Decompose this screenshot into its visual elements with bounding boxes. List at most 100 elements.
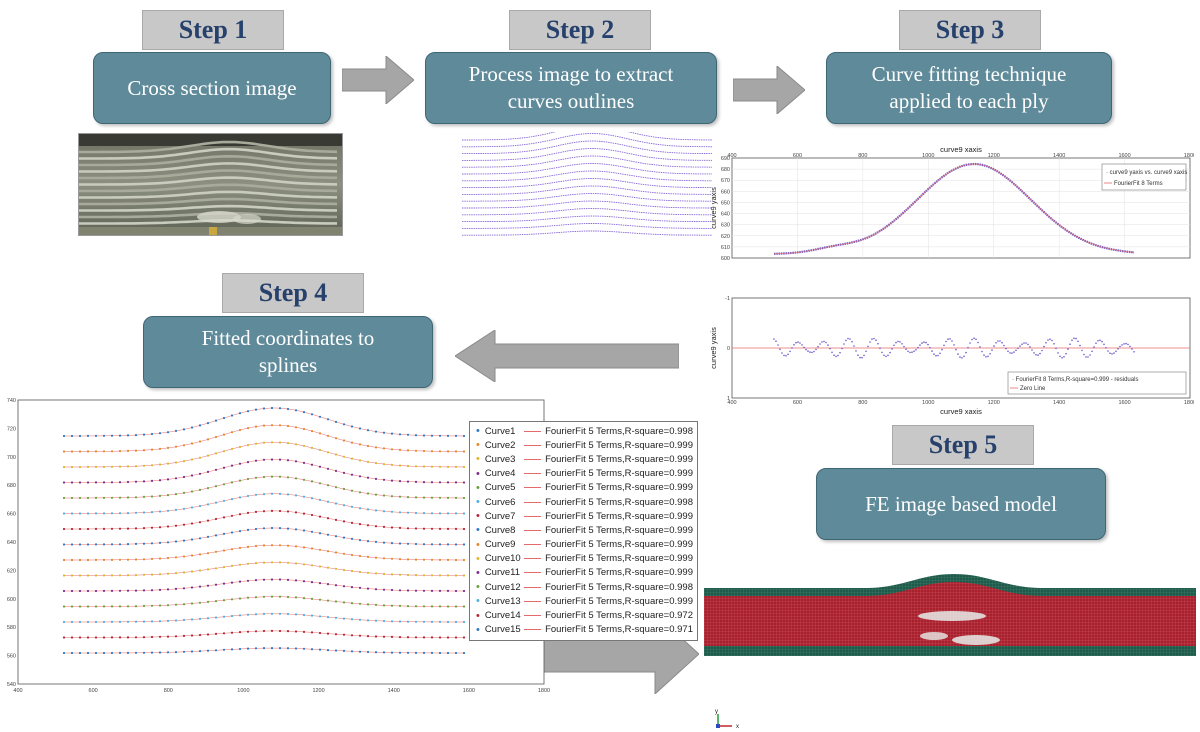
spline-point: [318, 448, 322, 452]
spline-point: [254, 493, 258, 496]
spline-point: [254, 579, 258, 582]
spline-point: [118, 636, 122, 639]
spline-point: [374, 619, 378, 622]
spline-point: [462, 465, 466, 469]
y-tick-label: 690: [721, 156, 730, 162]
spline-point: [406, 558, 410, 561]
spline-point: [342, 568, 346, 572]
spline-point: [254, 459, 258, 462]
legend-curve-name: Curve9: [484, 539, 516, 551]
spline-point: [302, 546, 306, 549]
spline-point: [110, 589, 114, 592]
spline-point: [214, 452, 218, 455]
spline-point: [238, 462, 242, 465]
spline-point: [142, 480, 146, 483]
spline-point: [310, 463, 314, 466]
spline-point: [198, 585, 202, 588]
spline-point: [126, 605, 130, 608]
spline-point: [446, 450, 450, 453]
spline-point: [454, 574, 458, 577]
x-tick-label: 1600: [463, 688, 475, 694]
spline-point: [190, 522, 194, 525]
spline-point: [126, 543, 130, 546]
spline-point: [190, 506, 194, 509]
splines-plot-yticks: 540 560 580 600 620 640 660 680 700 720 740: [7, 398, 16, 688]
spline-point: [102, 558, 106, 561]
spline-point: [174, 619, 178, 622]
spline-point: [430, 589, 434, 592]
spline-point: [326, 451, 330, 454]
spline-point: [366, 492, 370, 495]
x-tick-label: 1800: [1184, 153, 1194, 159]
spline-point: [78, 574, 82, 577]
legend-fit-label: FourierFit 5 Terms,R-square=0.999: [545, 539, 693, 551]
spline-point: [150, 464, 154, 467]
spline-point: [126, 636, 130, 639]
spline-point: [110, 434, 114, 437]
residual-point: [1125, 342, 1127, 345]
spline-point: [110, 496, 114, 499]
spline-point: [78, 651, 82, 655]
spline-point: [70, 481, 74, 484]
spline-point: [158, 510, 162, 513]
spline-point: [206, 470, 210, 473]
residual-point: [777, 344, 779, 346]
legend-fit-label: FourierFit 5 Terms,R-square=0.999: [545, 453, 693, 465]
spline-point: [158, 447, 162, 450]
spline-point: [222, 516, 226, 519]
spline-point: [462, 558, 466, 562]
spline-point: [398, 448, 402, 451]
spline-point: [310, 497, 314, 500]
spline-point: [126, 465, 130, 468]
residual-point: [905, 348, 907, 350]
spline-point: [206, 617, 210, 620]
spline-point: [438, 574, 442, 577]
spline-point: [78, 558, 82, 562]
spline-point: [454, 434, 458, 437]
spline-point: [310, 413, 314, 416]
spline-point: [118, 574, 122, 577]
residual-point: [1101, 340, 1103, 343]
spline-point: [230, 631, 234, 634]
spline-point: [214, 501, 218, 504]
spline-point: [366, 603, 370, 606]
spline-point: [62, 496, 66, 500]
residual-point: [1081, 349, 1083, 352]
spline-point: [334, 420, 338, 423]
spline-point: [334, 584, 338, 587]
spline-point: [238, 631, 242, 634]
spline-point: [270, 526, 274, 530]
residual-point: [835, 355, 837, 358]
x-tick-label: 600: [89, 688, 98, 694]
step3-tab: Step 3: [899, 10, 1041, 50]
legend-row: • Curve2 FourierFit 5 Terms,R-square=0.999: [474, 438, 693, 452]
spline-point: [142, 527, 146, 530]
x-tick-label: 800: [164, 688, 173, 694]
extracted-curve-lines: [462, 132, 712, 236]
spline-point: [238, 530, 242, 533]
spline-point: [222, 566, 226, 569]
legend-marker-icon: •: [475, 453, 480, 466]
spline-point: [118, 527, 122, 530]
spline-point: [462, 481, 466, 484]
residual-point: [783, 354, 785, 357]
spline-point: [422, 496, 426, 499]
residual-point: [1087, 356, 1089, 358]
spline-point: [94, 496, 98, 499]
spline-point: [438, 605, 442, 608]
spline-point: [310, 648, 314, 651]
spline-point: [70, 527, 74, 531]
spline-point: [214, 534, 218, 537]
spline-point: [334, 567, 338, 570]
y-tick-label: 700: [7, 455, 16, 461]
residual-plot-legend-entry-1: · FourierFit 8 Terms,R-square=0.999 - re…: [1012, 377, 1138, 383]
spline-point: [262, 493, 266, 496]
residual-point: [1055, 347, 1057, 350]
residual-point: [919, 344, 921, 346]
residual-point: [1109, 352, 1111, 354]
fit-plot-legend-entry-1: · curve9 yaxis vs. curve9 xaxis: [1106, 170, 1187, 176]
spline-point: [310, 564, 314, 567]
spline-point: [398, 620, 402, 623]
spline-point: [390, 495, 394, 498]
spline-point: [318, 582, 322, 585]
